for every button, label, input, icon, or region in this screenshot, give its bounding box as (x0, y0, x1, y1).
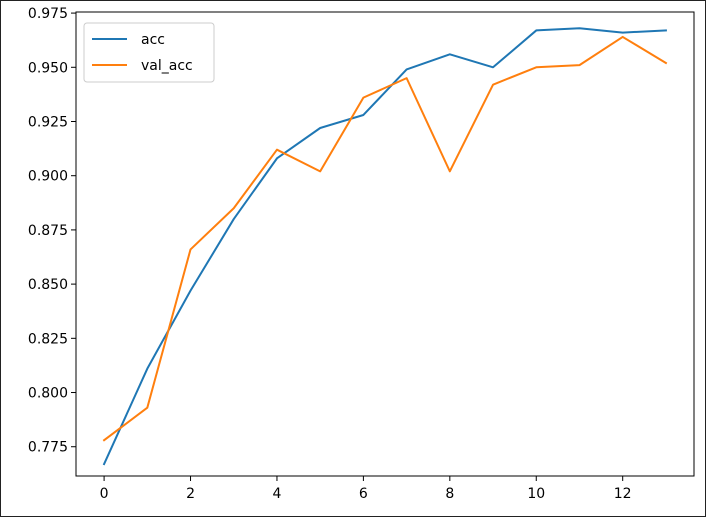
x-tick-label: 0 (100, 486, 109, 502)
x-axis: 0 2 4 6 8 10 12 (100, 476, 632, 502)
x-tick-label: 2 (186, 486, 195, 502)
series-line-val-acc (102, 35, 668, 442)
y-tick-label: 0.950 (28, 60, 68, 76)
y-tick-label: 0.800 (28, 386, 68, 402)
y-tick-label: 0.850 (28, 277, 68, 293)
y-tick-label: 0.925 (28, 114, 68, 130)
series-line-acc (102, 27, 667, 466)
legend: acc val_acc (83, 22, 215, 83)
y-tick-label: 0.875 (28, 223, 68, 239)
y-tick-label: 0.775 (28, 440, 68, 456)
x-tick-label: 10 (527, 486, 545, 502)
legend-label: val_acc (141, 58, 193, 74)
x-tick-label: 6 (359, 486, 368, 502)
legend-box (83, 22, 215, 83)
y-tick-label: 0.900 (28, 169, 68, 185)
y-tick-label: 0.825 (28, 331, 68, 347)
y-axis: 0.775 0.800 0.825 0.850 0.875 0.900 0.925 0.950… (28, 6, 76, 456)
x-tick-label: 8 (445, 486, 454, 502)
axes-frame (75, 11, 695, 477)
x-tick-label: 12 (614, 486, 632, 502)
legend-label: acc (141, 32, 165, 48)
x-tick-label: 4 (272, 486, 281, 502)
y-tick-label: 0.975 (28, 6, 68, 22)
series-lines (102, 27, 668, 466)
